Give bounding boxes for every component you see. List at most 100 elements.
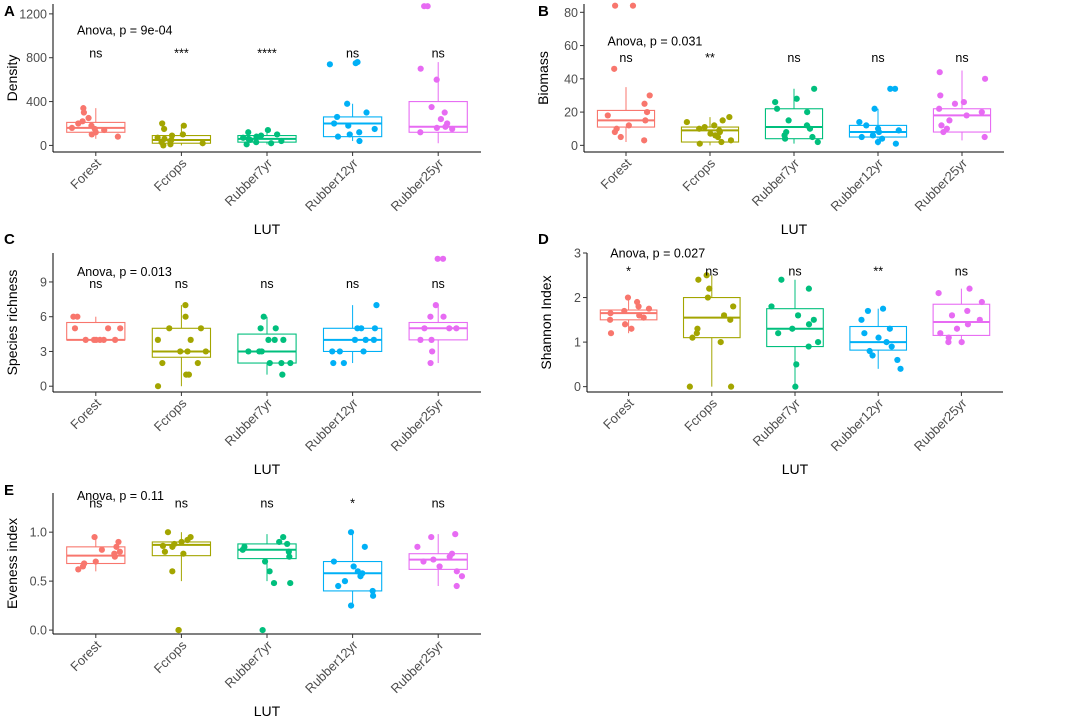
data-point — [452, 531, 459, 538]
y-tick-label: 0.0 — [30, 624, 47, 638]
data-point — [937, 330, 944, 337]
data-point — [160, 142, 167, 149]
data-point — [936, 105, 943, 112]
data-point — [79, 118, 86, 125]
x-tick-label: Fcrops — [681, 395, 720, 434]
data-point — [703, 272, 710, 279]
data-point — [871, 105, 878, 112]
data-point — [629, 2, 637, 9]
significance-label: **** — [257, 47, 277, 61]
data-point — [437, 116, 445, 123]
y-tick-label: 80 — [564, 6, 578, 20]
data-point — [239, 546, 246, 553]
data-point — [427, 313, 434, 320]
data-point — [436, 563, 443, 570]
y-tick-label: 2 — [574, 291, 581, 305]
data-point — [863, 122, 870, 129]
data-point — [945, 334, 952, 341]
anova-label: Anova, p = 0.013 — [77, 265, 172, 279]
x-tick-label: Rubber7yr — [222, 395, 276, 449]
data-point — [981, 75, 989, 82]
data-point — [175, 626, 182, 634]
x-axis-title: LUT — [254, 703, 281, 719]
data-point — [886, 325, 893, 332]
data-point — [80, 105, 87, 112]
x-tick-label: Forest — [600, 395, 637, 432]
panel-e: E 0.0 0.5 1.0 Eveness index Forest Fcrops Rubbe… — [4, 482, 481, 719]
data-point — [101, 126, 108, 134]
data-point — [260, 313, 267, 320]
data-point — [434, 255, 441, 262]
data-point — [607, 330, 615, 337]
data-point — [287, 579, 294, 587]
data-point — [612, 2, 619, 9]
data-point — [625, 122, 632, 129]
significance-label: ns — [432, 497, 445, 511]
data-point — [111, 336, 119, 343]
y-tick-label: 9 — [40, 275, 47, 289]
data-point — [257, 132, 265, 139]
data-point — [683, 118, 690, 126]
data-point — [361, 543, 368, 550]
data-point — [113, 543, 120, 550]
data-point — [88, 122, 95, 129]
x-tick-label: Rubber25yr — [911, 155, 970, 214]
y-tick-label: 20 — [564, 106, 578, 120]
data-point — [611, 128, 618, 136]
data-point — [247, 136, 254, 144]
y-tick-label: 0 — [40, 139, 47, 153]
data-point — [978, 298, 985, 306]
data-point — [362, 336, 369, 343]
data-point — [171, 540, 178, 548]
panel-a: A 0 400 800 1200 Density Forest Fcrops Rubber7yr… — [4, 3, 481, 237]
data-point — [284, 540, 291, 548]
data-point — [420, 558, 427, 565]
data-point — [428, 533, 435, 541]
data-point — [604, 112, 611, 119]
data-point — [373, 302, 380, 309]
anova-label: Anova, p = 0.031 — [608, 35, 703, 49]
data-point — [115, 538, 122, 546]
significance-label: ns — [955, 51, 968, 65]
data-point — [74, 313, 81, 320]
data-point — [363, 109, 370, 116]
data-point — [350, 563, 357, 570]
data-point — [245, 348, 252, 355]
data-point — [179, 131, 186, 138]
data-point — [775, 330, 782, 337]
significance-label: ** — [705, 51, 715, 65]
data-point — [720, 312, 728, 319]
data-point — [330, 120, 338, 127]
data-point — [432, 302, 439, 309]
data-point — [71, 325, 79, 332]
data-point — [421, 325, 428, 332]
data-point — [935, 289, 942, 297]
data-point — [154, 383, 162, 390]
x-axis-title: LUT — [254, 221, 281, 237]
data-point — [271, 336, 278, 343]
x-axis-title: LUT — [254, 461, 281, 477]
data-point — [773, 105, 781, 112]
data-point — [441, 109, 448, 116]
x-tick-label: Fcrops — [151, 395, 190, 434]
data-point — [159, 120, 166, 127]
data-point — [184, 348, 191, 355]
data-point — [783, 128, 790, 136]
x-tick-label: Forest — [67, 395, 104, 432]
data-point — [82, 336, 89, 343]
data-point — [371, 325, 379, 332]
data-point — [286, 553, 293, 560]
panel-tag: D — [538, 231, 549, 248]
y-axis-title: Shannon Index — [538, 275, 554, 369]
x-axis-title: LUT — [781, 221, 808, 237]
data-point — [792, 383, 799, 390]
data-point — [187, 336, 194, 343]
data-point — [169, 568, 176, 575]
data-point — [428, 336, 435, 343]
data-point — [199, 140, 206, 147]
data-point — [429, 348, 436, 355]
box-rubber7yr — [237, 316, 297, 375]
data-point — [793, 361, 800, 368]
data-point — [428, 103, 435, 111]
data-point — [446, 325, 453, 332]
